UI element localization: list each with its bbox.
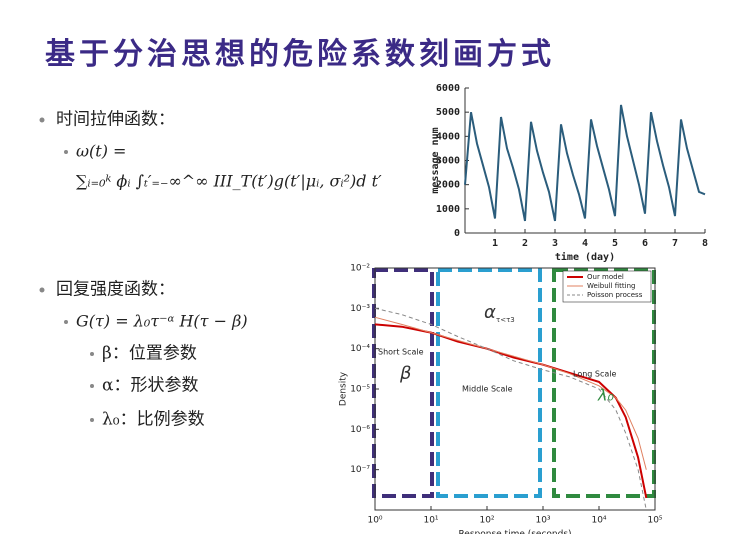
data-line — [374, 316, 647, 470]
bullet-label: 时间拉伸函数： — [56, 110, 175, 130]
y-tick-label: 10⁻⁷ — [350, 465, 370, 475]
annotation: β — [399, 363, 412, 384]
annotation: α — [484, 302, 496, 323]
y-axis-label: message num — [430, 127, 441, 193]
bullet — [64, 320, 68, 324]
legend-label: Our model — [587, 273, 624, 281]
x-tick-label: 1 — [492, 238, 498, 249]
bullet — [90, 384, 94, 388]
bullet — [39, 117, 45, 123]
annotation: τ<τ3 — [496, 316, 515, 324]
y-tick-label: 10⁻⁶ — [350, 425, 370, 435]
legend-label: Weibull fitting — [587, 282, 635, 290]
legend-label: Poisson process — [587, 291, 643, 299]
bullet — [39, 287, 45, 293]
formula: ω(t) = — [76, 142, 126, 161]
x-axis-label: time (day) — [555, 251, 615, 263]
y-tick-label: 10⁻⁵ — [350, 385, 370, 395]
sub-item: β：位置参数 — [102, 344, 197, 364]
x-tick-label: 6 — [642, 238, 648, 249]
y-tick-label: 10⁻³ — [350, 304, 370, 314]
y-axis-label: Density — [339, 371, 349, 406]
formula: ∑ᵢ₌₀ᵏ ϕᵢ ∫ₜ′₌₋∞^∞ III_T(t′)g(t′|μᵢ, σᵢ²)… — [76, 172, 382, 191]
x-tick-label: 10⁴ — [591, 516, 606, 526]
sub-item: λ₀：比例参数 — [102, 410, 205, 430]
x-tick-label: 8 — [702, 238, 708, 249]
x-tick-label: 10⁰ — [367, 516, 382, 526]
annotation: Long Scale — [573, 370, 617, 379]
data-line — [464, 104, 706, 222]
x-tick-label: 10² — [479, 516, 494, 526]
y-tick-label: 0 — [454, 228, 460, 239]
y-tick-label: 4000 — [436, 131, 460, 142]
x-tick-label: 7 — [672, 238, 678, 249]
short-scale-box — [372, 268, 434, 498]
y-tick-label: 6000 — [436, 83, 460, 94]
x-axis-label: Response time (seconds) — [458, 530, 571, 534]
y-tick-label: 10⁻² — [350, 264, 370, 274]
scale-boxes — [372, 268, 656, 498]
y-tick-label: 2000 — [436, 180, 460, 191]
x-tick-label: 5 — [612, 238, 618, 249]
data-line — [374, 307, 647, 511]
y-tick-label: 1000 — [436, 204, 460, 215]
sub-item: α：形状参数 — [102, 376, 198, 396]
y-tick-label: 3000 — [436, 156, 460, 167]
long-scale-box — [552, 268, 656, 498]
x-tick-label: 10¹ — [423, 516, 438, 526]
y-tick-label: 5000 — [436, 107, 460, 118]
x-tick-label: 2 — [522, 238, 528, 249]
x-tick-label: 10⁵ — [647, 516, 662, 526]
formula: G(τ) = λ₀τ⁻ᵅ H(τ − β) — [76, 312, 248, 331]
middle-scale-box — [436, 268, 542, 498]
slide-title: 基于分治思想的危险系数刻画方式 — [45, 37, 555, 72]
bullet — [90, 352, 94, 356]
annotation: Short Scale — [378, 348, 424, 357]
annotation: Middle Scale — [462, 385, 513, 394]
annotation: λ₀ — [597, 386, 614, 405]
bullet — [64, 150, 68, 154]
y-tick-label: 10⁻⁴ — [350, 344, 370, 354]
x-tick-label: 3 — [552, 238, 558, 249]
x-tick-label: 10³ — [535, 516, 550, 526]
bullet-label: 回复强度函数： — [56, 280, 175, 300]
bullet — [90, 418, 94, 422]
x-tick-label: 4 — [582, 238, 588, 249]
